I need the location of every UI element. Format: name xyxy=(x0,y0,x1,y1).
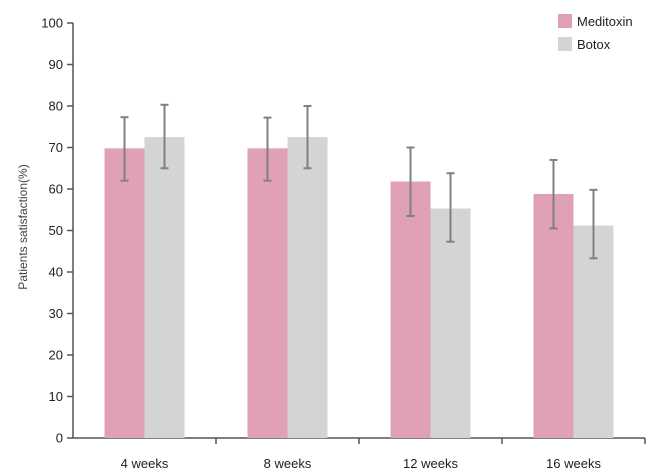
y-tick-label: 100 xyxy=(41,16,63,31)
y-tick-label: 40 xyxy=(49,265,63,280)
x-tick-label: 8 weeks xyxy=(264,456,312,471)
bar-meditoxin xyxy=(533,193,574,438)
y-tick-label: 90 xyxy=(49,57,63,72)
y-tick-label: 30 xyxy=(49,306,63,321)
bar-botox xyxy=(287,137,328,438)
bar-botox xyxy=(144,137,185,438)
y-tick-label: 80 xyxy=(49,99,63,114)
y-axis: 0 10 20 30 40 50 60 70 80 90 100 xyxy=(41,16,74,446)
error-bars xyxy=(120,103,598,260)
y-tick-label: 0 xyxy=(56,431,63,446)
y-tick-label: 50 xyxy=(49,223,63,238)
bar-meditoxin xyxy=(104,148,145,438)
x-tick-label: 4 weeks xyxy=(121,456,169,471)
x-axis: 4 weeks 8 weeks 12 weeks 16 weeks xyxy=(73,437,646,471)
legend-swatch-meditoxin xyxy=(558,14,572,28)
y-tick-label: 20 xyxy=(49,348,63,363)
legend: Meditoxin Botox xyxy=(558,14,633,52)
bars xyxy=(104,137,614,438)
bar-botox xyxy=(573,225,614,438)
legend-label-botox: Botox xyxy=(577,37,611,52)
y-tick-label: 60 xyxy=(49,182,63,197)
x-tick-label: 12 weeks xyxy=(403,456,458,471)
bar-meditoxin xyxy=(247,148,288,438)
bar-botox xyxy=(430,208,471,438)
y-tick-label: 10 xyxy=(49,389,63,404)
legend-swatch-botox xyxy=(558,37,572,51)
x-tick-label: 16 weeks xyxy=(546,456,601,471)
legend-label-meditoxin: Meditoxin xyxy=(577,14,633,29)
bar-meditoxin xyxy=(390,181,431,438)
y-axis-title: Patients satisfaction(%) xyxy=(16,164,30,289)
y-tick-label: 70 xyxy=(49,140,63,155)
